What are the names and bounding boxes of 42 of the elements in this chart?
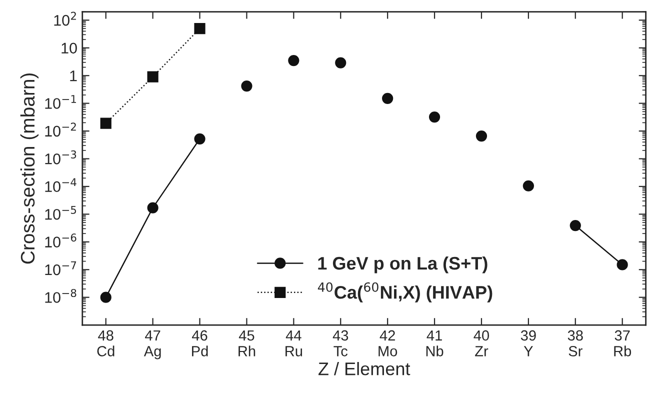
y-tick-label: 10$^{−5}$ bbox=[45, 206, 76, 220]
point bbox=[335, 57, 346, 68]
point bbox=[522, 180, 534, 192]
x-tick-label: 40 Zr bbox=[474, 330, 490, 356]
y-tick-label: 10$^{2}$ bbox=[54, 12, 76, 26]
y-tick-label: 10$^{−7}$ bbox=[45, 261, 76, 276]
x-tick-label: 47 Ag bbox=[144, 330, 161, 360]
y-tick-label: 1 bbox=[70, 70, 77, 82]
point bbox=[428, 111, 440, 123]
point bbox=[616, 259, 628, 270]
x-tick-label: 37 Rb bbox=[614, 330, 632, 356]
point bbox=[476, 130, 488, 142]
x-tick-label: 41 Nb bbox=[426, 330, 444, 356]
point bbox=[147, 71, 158, 82]
point bbox=[288, 54, 300, 66]
y-tick-label: 10$^{−4}$ bbox=[45, 178, 76, 192]
x-tick-label: 39 Y bbox=[520, 330, 536, 356]
y-axis-title: Cross-section (mbarn) bbox=[20, 73, 38, 264]
x-tick-label: 42 Mo bbox=[378, 330, 398, 356]
point bbox=[241, 80, 252, 92]
point bbox=[570, 220, 581, 232]
legend-label: 1 GeV p on La (S+T) bbox=[318, 256, 488, 274]
x-tick-label: 44 Ru bbox=[286, 330, 302, 356]
y-tick-label: 10$^{−1}$ bbox=[45, 95, 76, 109]
x-tick-label: 48 Cd bbox=[97, 330, 114, 356]
y-tick-label: 10$^{−6}$ bbox=[45, 234, 76, 248]
x-tick-label: 43 Tc bbox=[332, 330, 348, 356]
x-tick-label: 45 Rh bbox=[238, 330, 256, 356]
x-axis-title: Z / Element bbox=[318, 362, 410, 376]
y-tick-label: 10 bbox=[62, 42, 77, 54]
point bbox=[100, 118, 112, 129]
point bbox=[194, 22, 206, 34]
y-tick-label: 10$^{−2}$ bbox=[45, 122, 76, 137]
y-tick-label: 10$^{−3}$ bbox=[45, 150, 76, 164]
point bbox=[100, 292, 112, 303]
point bbox=[382, 92, 394, 104]
x-tick-label: 46 Pd bbox=[192, 330, 208, 356]
x-tick-label: 38 Sr bbox=[568, 330, 583, 356]
point bbox=[194, 133, 206, 144]
legend-label: $^{40}$Ca($^{60}$Ni,X) (HIVAP) bbox=[318, 282, 492, 302]
point bbox=[147, 202, 158, 214]
y-tick-label: 10$^{−8}$ bbox=[45, 288, 76, 303]
